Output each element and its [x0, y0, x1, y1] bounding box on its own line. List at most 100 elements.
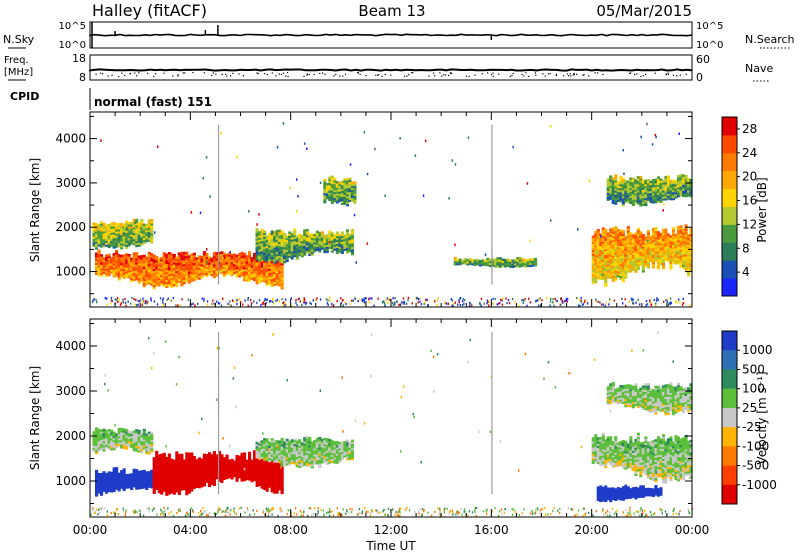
- heat-cell: [145, 262, 149, 266]
- heat-cell: [120, 440, 124, 443]
- heat-cell: [110, 479, 114, 483]
- heat-cell: [629, 268, 633, 271]
- heat-cell: [288, 251, 292, 254]
- heat-cell: [606, 260, 610, 263]
- scatter-cell: [388, 298, 390, 301]
- scatter-cell: [122, 301, 125, 304]
- heat-cell: [664, 190, 668, 193]
- heat-cell: [611, 241, 615, 244]
- heat-cell: [172, 279, 176, 283]
- heat-cell: [270, 260, 274, 264]
- missing-data-stripe: [491, 220, 493, 225]
- heat-cell: [609, 240, 613, 243]
- heat-cell: [679, 229, 683, 232]
- heat-cell: [127, 254, 131, 257]
- scatter-cell: [383, 300, 385, 303]
- heat-cell: [175, 258, 179, 262]
- heat-cell: [646, 182, 651, 186]
- heat-cell: [621, 251, 625, 255]
- heat-cell: [268, 247, 272, 250]
- heat-cell: [340, 245, 344, 248]
- heat-cell: [122, 239, 126, 243]
- heat-cell: [165, 279, 169, 283]
- colorbar-tick-label: 16: [742, 194, 757, 208]
- heat-cell: [92, 230, 96, 233]
- heat-cell: [187, 277, 191, 280]
- heat-cell: [636, 265, 640, 269]
- heat-cell: [619, 263, 623, 266]
- heat-cell: [172, 260, 176, 263]
- power-heatmap: [91, 122, 693, 307]
- heat-cell: [659, 250, 663, 254]
- heat-cell: [621, 269, 625, 273]
- heat-cell: [348, 183, 352, 187]
- heat-cell: [456, 262, 460, 266]
- heat-cell: [671, 233, 676, 236]
- heat-cell: [260, 277, 264, 280]
- heat-cell: [641, 193, 645, 196]
- heat-cell: [150, 445, 154, 449]
- heat-cell: [621, 267, 625, 271]
- heat-cell: [599, 271, 603, 274]
- heat-cell: [323, 178, 327, 182]
- heat-cell: [263, 236, 267, 239]
- heat-cell: [190, 275, 194, 278]
- heat-cell: [646, 258, 651, 261]
- heat-cell: [288, 255, 292, 258]
- heat-cell: [649, 198, 653, 202]
- heat-cell: [629, 234, 633, 237]
- heat-cell: [160, 480, 164, 483]
- heat-cell: [338, 242, 342, 245]
- heat-cell: [117, 482, 121, 486]
- scatter-cell: [153, 300, 156, 303]
- heat-cell: [195, 479, 199, 482]
- heat-cell: [105, 491, 109, 494]
- heat-cell: [238, 263, 242, 266]
- heat-cell: [263, 268, 267, 271]
- heat-cell: [105, 436, 109, 439]
- heat-cell: [233, 265, 237, 269]
- heat-cell: [526, 260, 530, 264]
- heat-cell: [661, 196, 666, 199]
- heat-cell: [142, 434, 146, 438]
- heat-cell: [260, 259, 264, 262]
- heat-cell: [669, 187, 673, 191]
- heat-cell: [626, 240, 630, 243]
- heat-cell: [687, 266, 691, 269]
- heat-cell: [142, 225, 146, 229]
- heat-cell: [228, 264, 232, 267]
- heat-cell: [338, 238, 342, 241]
- heat-cell: [170, 265, 174, 268]
- heat-cell: [674, 256, 678, 259]
- heat-cell: [348, 237, 352, 241]
- heat-cell: [594, 280, 598, 284]
- heat-cell: [689, 263, 693, 267]
- heat-cell: [172, 256, 176, 259]
- heat-cell: [624, 276, 628, 279]
- heat-cell: [175, 487, 179, 491]
- heat-cell: [666, 179, 671, 182]
- heat-cell: [283, 252, 287, 256]
- heat-cell: [175, 276, 179, 280]
- scatter-cell: [561, 299, 563, 302]
- heat-cell: [195, 477, 199, 480]
- scatter-cell: [110, 302, 112, 305]
- heat-cell: [629, 260, 633, 263]
- heat-cell: [115, 264, 119, 267]
- nave-dot: [225, 73, 227, 75]
- heat-cell: [255, 244, 259, 247]
- scatter-cell: [538, 298, 540, 301]
- heat-cell: [150, 221, 154, 224]
- heat-cell: [325, 193, 329, 196]
- heat-cell: [240, 271, 244, 275]
- heat-cell: [666, 259, 671, 262]
- heat-cell: [135, 234, 139, 238]
- heat-cell: [656, 186, 661, 189]
- nave-dot: [256, 72, 258, 74]
- scatter-cell: [486, 302, 488, 305]
- nave-dot: [404, 75, 406, 77]
- heat-cell: [185, 472, 189, 476]
- heat-cell: [248, 259, 252, 262]
- heat-cell: [611, 249, 615, 252]
- heat-cell: [614, 256, 618, 259]
